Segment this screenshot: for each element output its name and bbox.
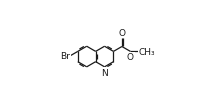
Text: N: N: [101, 68, 108, 77]
Text: Br: Br: [60, 52, 70, 61]
Text: O: O: [127, 53, 134, 62]
Text: O: O: [119, 29, 125, 38]
Text: CH₃: CH₃: [139, 47, 155, 56]
